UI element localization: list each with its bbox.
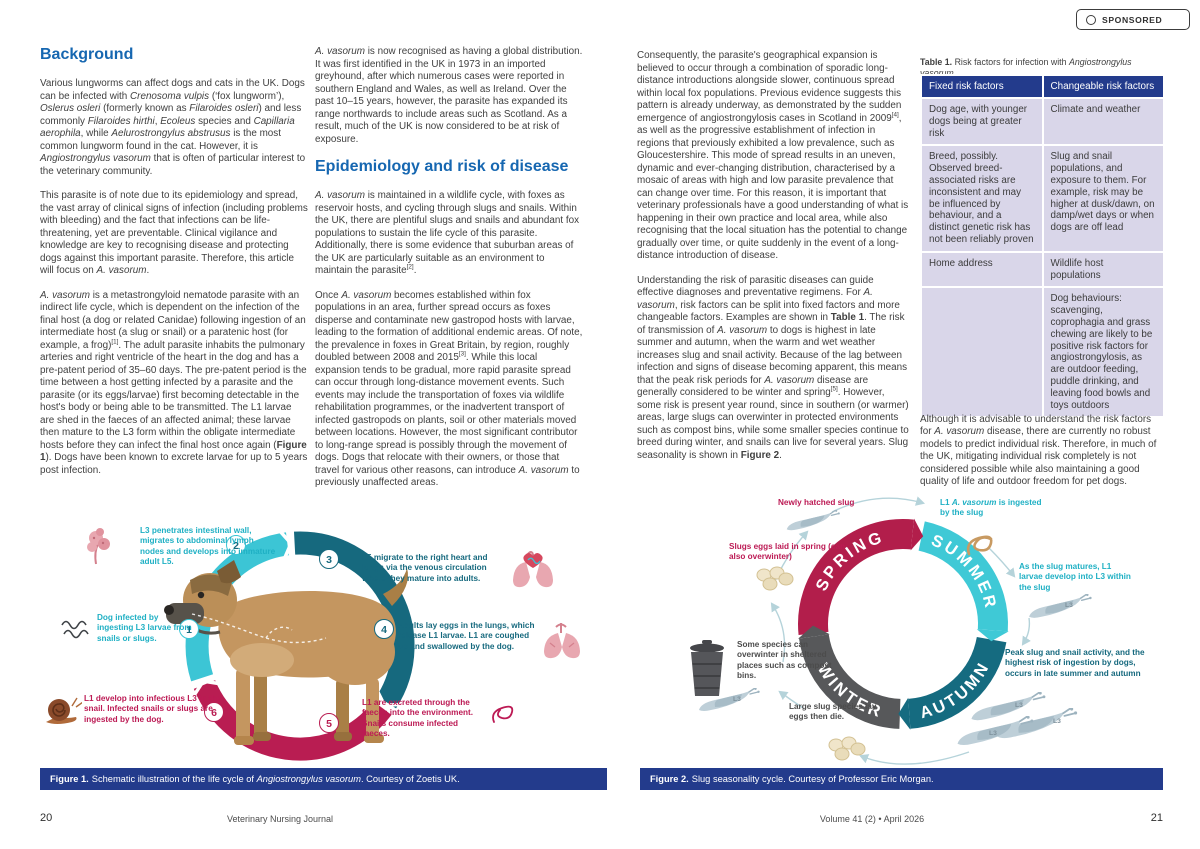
figure2-seasonality-diagram: SPRING SUMMER AUTUMN WINTER Newly hatche…	[637, 490, 1163, 766]
paragraph: Although it is advisable to understand t…	[920, 413, 1157, 488]
table1-caption: Table 1. Risk factors for infection with…	[920, 57, 1132, 78]
column-3: Consequently, the parasite's geographica…	[637, 50, 909, 474]
large-slugs-label: Large slug species lay eggs then die.	[789, 702, 877, 722]
paragraph: A. vasorum is now recognised as having a…	[315, 46, 583, 145]
figure2-caption: Figure 2. Slug seasonality cycle. Courtes…	[640, 768, 1163, 790]
step-3-label: L5 migrate to the right heart and lungs …	[362, 553, 488, 583]
step-1-label: Dog infected by ingesting L3 larvae from…	[97, 613, 192, 643]
background-heading: Background	[40, 46, 134, 63]
l3-tag: L3	[1015, 702, 1023, 709]
step-2-label: L3 penetrates intestinal wall, migrates …	[140, 526, 276, 566]
table-row: Dog age, with younger dogs being at grea…	[922, 99, 1163, 145]
sponsored-badge: SPONSORED	[1076, 9, 1190, 30]
left-page-number: 20	[40, 812, 53, 824]
overwintering-slug-icon	[697, 688, 761, 714]
right-page-number: 21	[1150, 812, 1163, 824]
l3-tag: L3	[989, 730, 997, 737]
figure1-caption: Figure 1. Schematic illustration of the l…	[40, 768, 607, 790]
overwinter-label: Some species can overwinter in sheltered…	[737, 640, 832, 680]
eggs-spring-label: Slugs eggs laid in spring (can also over…	[729, 542, 846, 562]
l1-ingested-label: L1 A. vasorum is ingested by the slug	[940, 498, 1042, 518]
step-6-number: 6	[204, 702, 224, 722]
newly-hatched-label: Newly hatched slug	[778, 498, 855, 507]
epidemiology-heading: Epidemiology and risk of disease	[315, 158, 569, 175]
l3-tag: L3	[1065, 602, 1073, 609]
compost-bin-icon	[690, 640, 724, 696]
paragraph: Understanding the risk of parasitic dise…	[637, 274, 909, 461]
peak-activity-label: Peak slug and snail activity, and the hi…	[1005, 648, 1145, 678]
lymph-node-icon	[87, 528, 110, 565]
seasonality-ring: SPRING SUMMER AUTUMN WINTER	[770, 496, 1031, 765]
autumn-eggs-icon	[827, 736, 867, 762]
lungs-icon	[544, 623, 580, 659]
paragraph: A. vasorum is maintained in a wildlife c…	[315, 190, 580, 276]
paragraph: A. vasorum is a metastrongyloid nematode…	[40, 289, 308, 476]
step-1-number: 1	[179, 619, 199, 639]
sponsored-label: SPONSORED	[1102, 14, 1163, 25]
spring-eggs-icon	[755, 566, 795, 592]
step-4-label: Adults lay eggs in the lungs, which rele…	[398, 621, 535, 651]
step-6-label: L1 develop into infectious L3 in the sna…	[84, 694, 221, 724]
heart-lungs-icon	[513, 551, 553, 588]
volume-info: Volume 41 (2) • April 2026	[819, 814, 925, 824]
larvae-squiggle-icon	[61, 620, 89, 639]
journal-name: Veterinary Nursing Journal	[226, 814, 334, 824]
step-5-label: L1 are excreted through the faeces into …	[362, 698, 474, 738]
step-3-number: 3	[319, 549, 339, 569]
l3-tag: L3	[733, 696, 741, 703]
table-row: Dog behaviours: scavenging, coprophagia …	[922, 288, 1163, 417]
l3-tag: L3	[1053, 718, 1061, 725]
column-2: A. vasorum is now recognised as having a…	[315, 46, 583, 502]
step-4-number: 4	[374, 619, 394, 639]
table-row: Breed, possibly. Observed breed-associat…	[922, 146, 1163, 251]
paragraph: Consequently, the parasite's geographica…	[637, 50, 909, 261]
slug-matures-label: As the slug matures, L1 larvae develop i…	[1019, 562, 1131, 592]
maturing-slug-icon	[1027, 594, 1093, 621]
step-5-number: 5	[319, 713, 339, 733]
paragraph: Various lungworms can affect dogs and ca…	[40, 78, 306, 177]
risk-factors-table: Fixed risk factors Changeable risk facto…	[920, 74, 1165, 419]
figure1-lifecycle-diagram: 1 2 3 4 5 6 Dog infected by ingesting L3…	[40, 518, 610, 766]
sponsored-circle-icon	[1086, 14, 1096, 25]
column-1: Background Various lungworms can affect …	[40, 46, 308, 489]
table-header-fixed: Fixed risk factors	[922, 76, 1042, 97]
snail-icon	[46, 697, 82, 724]
dog-illustration	[164, 560, 408, 745]
newly-hatched-slug-icon	[785, 510, 841, 533]
table-row: Home address Wildlife host populations	[922, 252, 1163, 287]
faeces-larva-icon	[492, 705, 514, 723]
paragraph: Once A. vasorum becomes established with…	[315, 289, 583, 489]
step-2-number: 2	[226, 535, 246, 555]
table-header-changeable: Changeable risk factors	[1043, 76, 1163, 97]
l1-worm-icon	[966, 535, 993, 556]
paragraph: This parasite is of note due to its epid…	[40, 190, 308, 276]
